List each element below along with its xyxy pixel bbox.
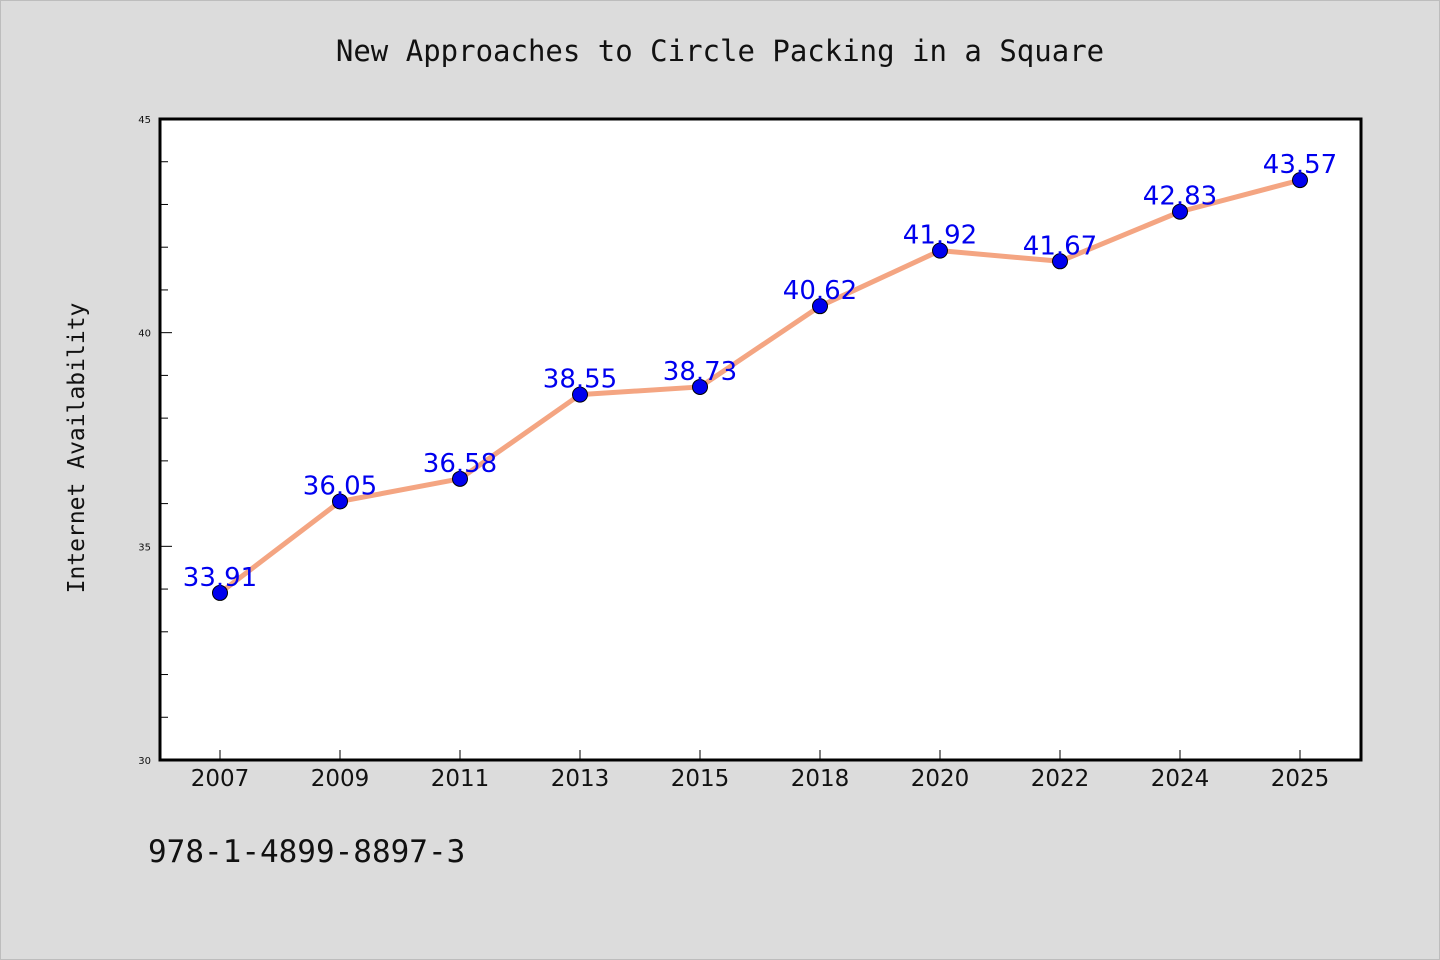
data-point	[1292, 172, 1308, 189]
x-tick-label: 2018	[791, 766, 850, 792]
data-point	[932, 242, 948, 259]
x-tick-label: 2009	[311, 766, 370, 792]
y-tick-label: 40	[138, 329, 151, 340]
y-tick-label: 35	[138, 542, 151, 553]
chart-title: New Approaches to Circle Packing in a Sq…	[335, 34, 1105, 68]
data-point	[692, 378, 708, 395]
series: 33.91 36.05 36.58 38.55 38.73 40.62 41.92 41.67…	[183, 150, 1337, 601]
x-tick-label: 2007	[191, 766, 250, 792]
data-label: 40.62	[783, 276, 857, 306]
data-label: 43.57	[1263, 150, 1337, 180]
data-label: 38.73	[663, 357, 737, 387]
plot-area	[158, 117, 1363, 762]
y-axis: 30 35 40 45	[138, 115, 172, 767]
x-tick-label: 2015	[671, 766, 730, 792]
data-point	[1172, 203, 1188, 220]
data-label: 41.92	[903, 221, 977, 251]
y-tick-label: 30	[138, 756, 151, 767]
data-label: 41.67	[1023, 231, 1097, 261]
data-point	[212, 584, 228, 601]
x-tick-label: 2011	[431, 766, 490, 792]
data-label: 38.55	[543, 365, 617, 395]
data-point	[572, 386, 588, 403]
data-label: 33.91	[183, 563, 257, 593]
data-label: 42.83	[1143, 182, 1217, 212]
x-tick-label: 2013	[551, 766, 610, 792]
x-axis: 2007 2009 2011 2013 2015 2018 2020 2022 2024 2025	[191, 750, 1330, 792]
x-tick-label: 2022	[1031, 766, 1090, 792]
data-point	[452, 470, 468, 487]
x-tick-label: 2020	[911, 766, 970, 792]
data-label: 36.58	[423, 449, 497, 479]
footer-code: 978-1-4899-8897-3	[148, 834, 466, 870]
data-point	[1052, 253, 1068, 270]
y-tick-label: 45	[138, 115, 151, 126]
series-line	[217, 177, 1303, 596]
data-label: 36.05	[303, 471, 377, 501]
data-point	[812, 298, 828, 315]
data-point	[332, 493, 348, 510]
x-tick-label: 2025	[1271, 766, 1330, 792]
x-tick-label: 2024	[1151, 766, 1210, 792]
